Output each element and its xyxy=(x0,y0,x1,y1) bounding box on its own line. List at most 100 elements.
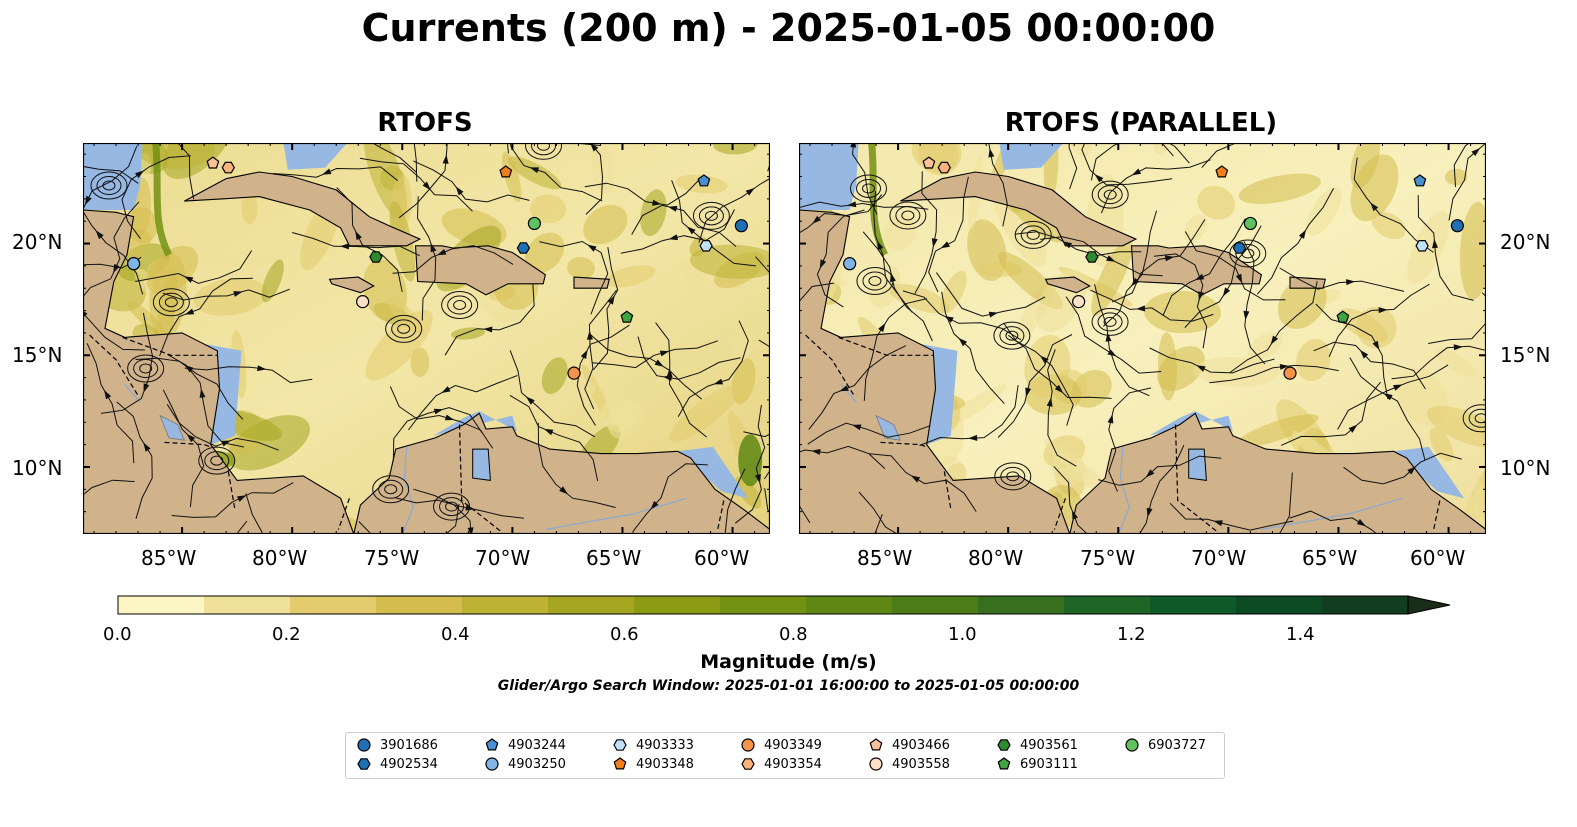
colorbar-tick-1-0: 1.0 xyxy=(948,624,977,645)
land-hispaniola xyxy=(1130,245,1263,296)
figure-title: Currents (200 m) - 2025-01-05 00:00:00 xyxy=(361,6,1216,50)
float-marker-6903727-rtofs-parallel[interactable] xyxy=(1243,216,1257,231)
legend-label: 4903466 xyxy=(892,737,950,753)
float-marker-4903244-rtofs-parallel[interactable] xyxy=(1413,174,1427,187)
float-marker-4902534-rtofs-parallel[interactable] xyxy=(1232,242,1247,254)
lat-label-10n-right: 10°N xyxy=(1500,456,1551,480)
legend-marker-4903250[interactable] xyxy=(485,757,499,771)
colorbar-segment xyxy=(376,596,463,614)
legend-marker-circle-icon xyxy=(1125,738,1139,752)
float-marker-6903727-rtofs[interactable] xyxy=(527,216,541,231)
legend-label: 4902534 xyxy=(380,756,438,772)
legend-item-4903354: 4903354 xyxy=(740,756,822,772)
legend-item-6903727: 6903727 xyxy=(1124,737,1206,753)
legend-item-3901686: 3901686 xyxy=(356,737,438,753)
legend-item-4903558: 4903558 xyxy=(868,756,950,772)
colorbar-segment xyxy=(1064,596,1151,614)
lon-label-85w-right: 85°W xyxy=(857,546,913,570)
float-marker-6903111-rtofs[interactable] xyxy=(620,310,634,323)
lon-label-75w-left: 75°W xyxy=(364,546,420,570)
colorbar xyxy=(117,595,1451,615)
float-marker-6903111-rtofs-parallel[interactable] xyxy=(1336,310,1350,323)
legend-label: 6903727 xyxy=(1148,737,1206,753)
lat-label-20n-right: 20°N xyxy=(1500,230,1551,254)
float-marker-4903250-rtofs[interactable] xyxy=(127,257,141,271)
float-marker-4903348-rtofs[interactable] xyxy=(499,165,513,178)
legend-marker-4902534[interactable] xyxy=(357,758,371,770)
legend-marker-circle-icon xyxy=(485,757,499,771)
legend-label: 4903558 xyxy=(892,756,950,772)
legend-marker-6903727[interactable] xyxy=(1125,738,1139,752)
float-marker-4902534-rtofs[interactable] xyxy=(516,242,531,254)
lon-label-80w-left: 80°W xyxy=(252,546,308,570)
legend-label: 4903333 xyxy=(636,737,694,753)
search-window-text: Glider/Argo Search Window: 2025-01-01 16… xyxy=(497,678,1080,694)
land-jamaica xyxy=(328,276,375,294)
legend-marker-pentagon-icon xyxy=(613,757,627,770)
legend-marker-4903466[interactable] xyxy=(869,738,883,751)
legend-marker-4903561[interactable] xyxy=(997,739,1011,751)
lon-label-65w-right: 65°W xyxy=(1302,546,1358,570)
float-marker-4903349-rtofs[interactable] xyxy=(567,366,581,380)
map-panel-rtofs-parallel[interactable] xyxy=(799,143,1486,534)
legend-item-4903250: 4903250 xyxy=(484,756,566,772)
legend-marker-4903354[interactable] xyxy=(741,758,755,770)
legend-label: 4903561 xyxy=(1020,737,1078,753)
map-panel-rtofs[interactable] xyxy=(83,143,770,534)
float-marker-4903348-rtofs-parallel[interactable] xyxy=(1215,165,1229,178)
lon-label-70w-right: 70°W xyxy=(1191,546,1247,570)
legend-label: 4903250 xyxy=(508,756,566,772)
legend-marker-hexagon-icon xyxy=(997,739,1011,751)
panel-title-rtofs-parallel: RTOFS (PARALLEL) xyxy=(1004,108,1278,138)
float-marker-4903558-rtofs[interactable] xyxy=(356,295,370,309)
legend-item-4902534: 4902534 xyxy=(356,756,438,772)
legend-label: 3901686 xyxy=(380,737,438,753)
legend-marker-4903333[interactable] xyxy=(613,739,627,751)
legend-label: 4903244 xyxy=(508,737,566,753)
streamlines xyxy=(799,143,1486,534)
shallow-shelf xyxy=(799,143,1464,499)
float-marker-3901686-rtofs-parallel[interactable] xyxy=(1450,219,1464,233)
float-marker-4903561-rtofs-parallel[interactable] xyxy=(1085,251,1099,263)
float-marker-4903250-rtofs-parallel[interactable] xyxy=(843,257,857,271)
float-marker-4903354-rtofs[interactable] xyxy=(221,161,235,174)
float-marker-4903466-rtofs[interactable] xyxy=(206,156,220,169)
land-puertorico xyxy=(1289,276,1326,289)
colorbar-segment xyxy=(720,596,807,614)
legend-item-4903349: 4903349 xyxy=(740,737,822,753)
legend-marker-4903558[interactable] xyxy=(869,757,883,771)
float-marker-4903558-rtofs-parallel[interactable] xyxy=(1072,295,1086,309)
legend-marker-pentagon-icon xyxy=(485,738,499,751)
float-marker-4903244-rtofs[interactable] xyxy=(697,174,711,187)
colorbar-segment xyxy=(548,596,635,614)
colorbar-segment xyxy=(634,596,721,614)
float-marker-4903561-rtofs[interactable] xyxy=(369,251,383,263)
float-marker-4903333-rtofs-parallel[interactable] xyxy=(1415,239,1429,252)
land-hispaniola xyxy=(414,245,547,296)
legend-marker-4903348[interactable] xyxy=(613,757,627,770)
colorbar-tick-0-2: 0.2 xyxy=(272,624,301,645)
float-marker-3901686-rtofs[interactable] xyxy=(734,219,748,233)
panel-title-rtofs: RTOFS xyxy=(377,108,473,138)
float-marker-4903466-rtofs-parallel[interactable] xyxy=(922,156,936,169)
lon-label-65w-left: 65°W xyxy=(586,546,642,570)
legend-marker-4903349[interactable] xyxy=(741,738,755,752)
float-marker-4903349-rtofs-parallel[interactable] xyxy=(1283,366,1297,380)
legend-marker-3901686[interactable] xyxy=(357,738,371,752)
legend-item-4903348: 4903348 xyxy=(612,756,694,772)
legend-marker-hexagon-icon xyxy=(613,739,627,751)
lon-label-80w-right: 80°W xyxy=(968,546,1024,570)
legend-marker-6903111[interactable] xyxy=(997,757,1011,770)
colorbar-segment xyxy=(892,596,979,614)
legend-marker-hexagon-icon xyxy=(357,758,371,770)
legend-marker-circle-icon xyxy=(741,738,755,752)
float-marker-4903354-rtofs-parallel[interactable] xyxy=(937,161,951,174)
legend-item-4903561: 4903561 xyxy=(996,737,1078,753)
colorbar-tick-0-0: 0.0 xyxy=(103,624,132,645)
legend-marker-4903244[interactable] xyxy=(485,738,499,751)
legend-label: 4903349 xyxy=(764,737,822,753)
float-marker-4903333-rtofs[interactable] xyxy=(699,239,713,252)
legend-item-4903244: 4903244 xyxy=(484,737,566,753)
colorbar-segment xyxy=(118,596,205,614)
colorbar-tick-0-6: 0.6 xyxy=(610,624,639,645)
